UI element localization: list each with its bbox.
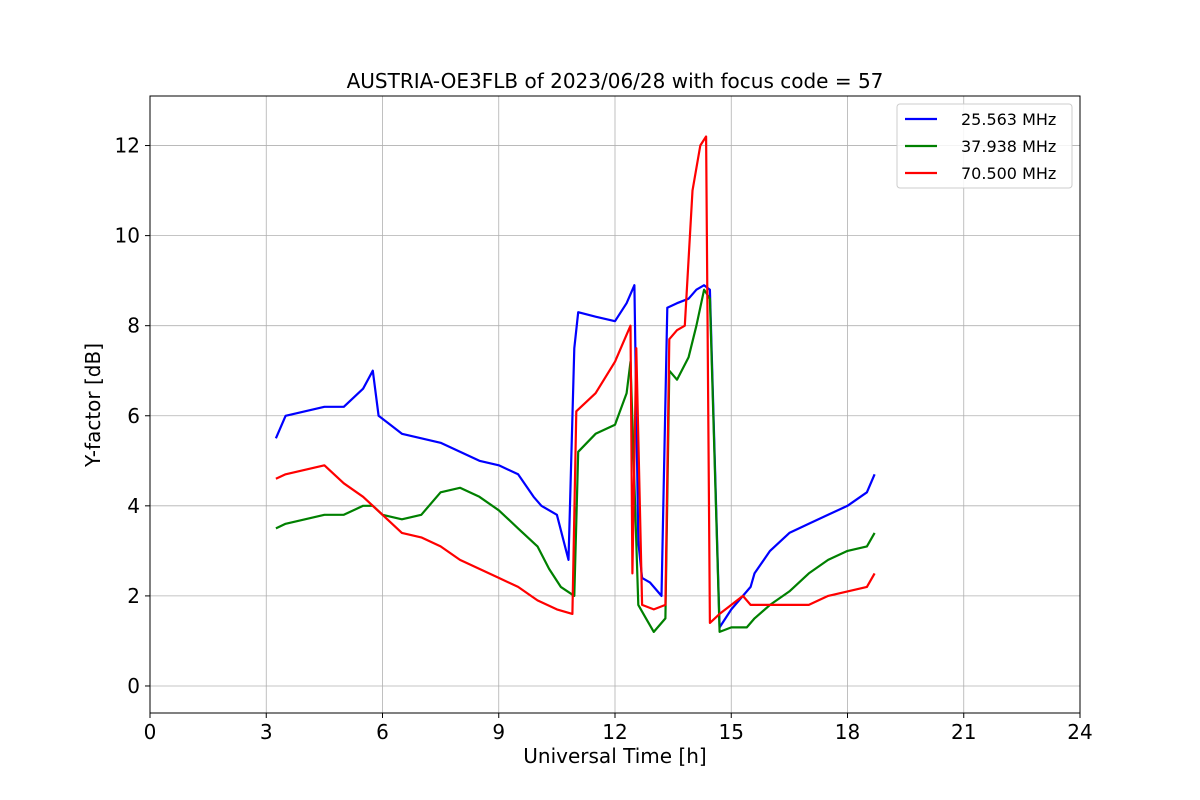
legend: 25.563 MHz 37.938 MHz 70.500 MHz xyxy=(896,103,1073,189)
x-tick-label: 15 xyxy=(719,720,744,744)
legend-box xyxy=(896,103,1073,189)
y-tick-label: 8 xyxy=(127,314,140,338)
y-tick-label: 2 xyxy=(127,584,140,608)
x-tick-label: 0 xyxy=(144,720,157,744)
x-axis-label: Universal Time [h] xyxy=(523,744,706,768)
chart-title: AUSTRIA-OE3FLB of 2023/06/28 with focus … xyxy=(347,69,884,93)
y-tick-label: 4 xyxy=(127,494,140,518)
x-tick-label: 21 xyxy=(951,720,976,744)
y-tick-label: 10 xyxy=(115,224,140,248)
x-tick-label: 6 xyxy=(376,720,389,744)
y-axis-ticks: 0 2 4 6 8 10 12 xyxy=(115,134,150,698)
series-line-2 xyxy=(275,288,876,634)
series-line-1 xyxy=(274,284,876,629)
legend-label: 25.563 MHz xyxy=(961,110,1056,129)
grid xyxy=(149,96,1081,713)
x-axis-ticks: 0 3 6 9 12 15 18 21 24 xyxy=(144,713,1093,744)
series-line-3 xyxy=(275,135,876,625)
x-tick-label: 9 xyxy=(492,720,505,744)
x-tick-label: 12 xyxy=(602,720,627,744)
legend-label: 37.938 MHz xyxy=(961,137,1056,156)
y-axis-label: Y-factor [dB] xyxy=(81,343,105,468)
y-tick-label: 12 xyxy=(115,134,140,158)
x-tick-label: 24 xyxy=(1067,720,1092,744)
y-tick-label: 0 xyxy=(127,674,140,698)
x-tick-label: 3 xyxy=(260,720,273,744)
y-tick-label: 6 xyxy=(127,404,140,428)
series-lines xyxy=(274,135,876,634)
x-tick-label: 18 xyxy=(835,720,860,744)
legend-label: 70.500 MHz xyxy=(961,164,1056,183)
